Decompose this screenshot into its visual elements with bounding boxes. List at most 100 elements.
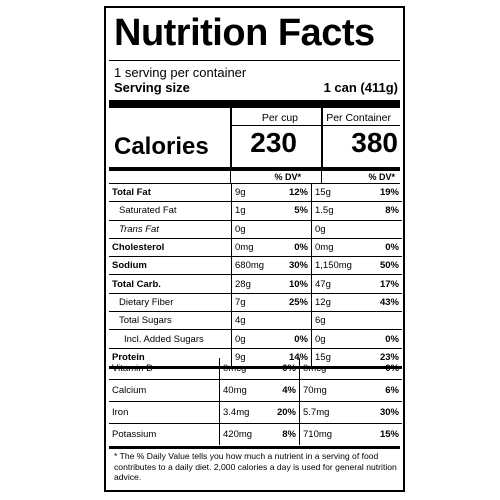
dv-header-container: % DV* <box>368 172 395 182</box>
dv-per-cup: 0% <box>281 329 312 349</box>
table-row: Total Carb. 28g 10% 47g 17% <box>109 274 402 294</box>
servings-per-container: 1 serving per container <box>114 65 247 80</box>
amount-per-container: 710mg <box>299 423 349 445</box>
dv-per-container <box>361 311 402 331</box>
amount-per-cup: 0mg <box>231 238 281 258</box>
amount-per-cup: 680mg <box>231 256 281 276</box>
thick-divider <box>109 446 400 449</box>
dv-per-cup: 30% <box>281 256 312 276</box>
amount-per-container: 0mg <box>311 238 361 258</box>
column-divider <box>230 171 231 184</box>
amount-per-cup: 0g <box>231 329 281 349</box>
calories-per-container: 380 <box>351 127 398 158</box>
amount-per-cup: 4g <box>231 311 281 331</box>
table-row: Incl. Added Sugars 0g 0% 0g 0% <box>109 329 402 349</box>
thick-divider <box>109 100 400 108</box>
column-divider <box>321 171 322 184</box>
divider <box>109 183 400 184</box>
table-row: Iron 3.4mg 20% 5.7mg 30% <box>109 401 402 424</box>
amount-per-cup: 40mg <box>219 379 269 402</box>
dv-header-cup: % DV* <box>274 172 301 182</box>
amount-per-cup: 420mg <box>219 423 269 445</box>
amount-per-container: 15g <box>311 184 361 203</box>
footnote: * The % Daily Value tells you how much a… <box>114 451 397 482</box>
amount-per-cup: 1g <box>231 201 281 221</box>
table-row: Total Fat 9g 12% 15g 19% <box>109 184 402 203</box>
table-row: Dietary Fiber 7g 25% 12g 43% <box>109 293 402 313</box>
amount-per-container: 0g <box>311 220 361 239</box>
column-divider <box>321 108 323 170</box>
amount-per-container: 6g <box>311 311 361 331</box>
amount-per-cup: 0g <box>231 220 281 239</box>
vitamin-table: Vitamin D 0mcg 0% 0mcg 0% Calcium 40mg 4… <box>109 358 402 445</box>
dv-per-container: 50% <box>361 256 402 276</box>
dv-per-container: 43% <box>361 293 402 313</box>
table-row: Saturated Fat 1g 5% 1.5g 8% <box>109 201 402 221</box>
nutrient-name: Total Carb. <box>109 274 232 294</box>
calories-label: Calories <box>114 133 209 160</box>
calories-per-cup: 230 <box>250 127 297 158</box>
dv-per-container: 0% <box>349 358 402 380</box>
vitamin-name: Iron <box>109 401 220 424</box>
amount-per-cup: 9g <box>231 184 281 203</box>
dv-per-cup: 10% <box>281 274 312 294</box>
dv-per-container: 19% <box>361 184 402 203</box>
dv-per-cup: 4% <box>269 379 300 402</box>
dv-per-container: 15% <box>379 429 399 440</box>
vitamin-name: Calcium <box>109 379 220 402</box>
nutrient-name: Dietary Fiber <box>109 293 232 313</box>
per-cup-header: Per cup <box>261 112 298 124</box>
dv-per-cup: 0% <box>281 238 312 258</box>
dv-per-container <box>361 220 402 239</box>
nutrient-name: Total Sugars <box>109 311 232 331</box>
nutrient-name: Saturated Fat <box>109 201 232 221</box>
label-title: Nutrition Facts <box>114 12 375 54</box>
amount-per-container: 0g <box>311 329 361 349</box>
dv-per-container: 6% <box>349 379 402 402</box>
dv-per-container: 0% <box>361 238 402 258</box>
nutrient-name: Incl. Added Sugars <box>109 329 232 349</box>
dv-per-cup: 20% <box>269 401 300 424</box>
dv-per-cup: 5% <box>281 201 312 221</box>
dv-per-container: 8% <box>361 201 402 221</box>
dv-per-container: 17% <box>361 274 402 294</box>
serving-size-value: 1 can (411g) <box>323 80 398 95</box>
vitamin-name: Potassium <box>112 429 157 440</box>
dv-per-container: 30% <box>349 401 402 424</box>
amount-per-container: 0mcg <box>299 358 349 380</box>
nutrition-facts-label: Nutrition Facts 1 serving per container … <box>104 6 405 492</box>
dv-per-cup: 0% <box>269 358 300 380</box>
amount-per-cup: 28g <box>231 274 281 294</box>
amount-per-container: 12g <box>311 293 361 313</box>
amount-per-container: 5.7mg <box>299 401 349 424</box>
table-row: Sodium 680mg 30% 1,150mg 50% <box>109 256 402 276</box>
nutrient-table: Total Fat 9g 12% 15g 19% Saturated Fat 1… <box>109 184 402 369</box>
thick-divider <box>109 167 400 171</box>
divider <box>232 125 400 126</box>
nutrient-name: Trans Fat <box>109 220 232 239</box>
table-row: Trans Fat 0g 0g <box>109 220 402 239</box>
amount-per-container: 47g <box>311 274 361 294</box>
table-row: Potassium 420mg 8% 710mg 15% <box>109 423 402 445</box>
dv-per-cup <box>281 311 312 331</box>
dv-per-container: 0% <box>361 329 402 349</box>
table-row: Vitamin D 0mcg 0% 0mcg 0% <box>109 358 402 380</box>
divider <box>109 60 400 61</box>
nutrient-name: Cholesterol <box>109 238 232 258</box>
amount-per-cup: 3.4mg <box>219 401 269 424</box>
amount-per-cup: 7g <box>231 293 281 313</box>
nutrient-name: Total Fat <box>109 184 232 203</box>
amount-per-cup: 0mcg <box>219 358 269 380</box>
serving-size-label: Serving size <box>114 80 190 95</box>
dv-per-cup: 25% <box>281 293 312 313</box>
amount-per-container: 1,150mg <box>311 256 361 276</box>
per-container-header: Per Container <box>326 112 391 124</box>
vitamin-name: Vitamin D <box>109 358 220 380</box>
dv-per-cup: 8% <box>282 429 296 440</box>
dv-per-cup <box>281 220 312 239</box>
amount-per-container: 70mg <box>299 379 349 402</box>
table-row: Total Sugars 4g 6g <box>109 311 402 331</box>
table-row: Calcium 40mg 4% 70mg 6% <box>109 379 402 402</box>
table-row: Cholesterol 0mg 0% 0mg 0% <box>109 238 402 258</box>
dv-per-cup: 12% <box>281 184 312 203</box>
